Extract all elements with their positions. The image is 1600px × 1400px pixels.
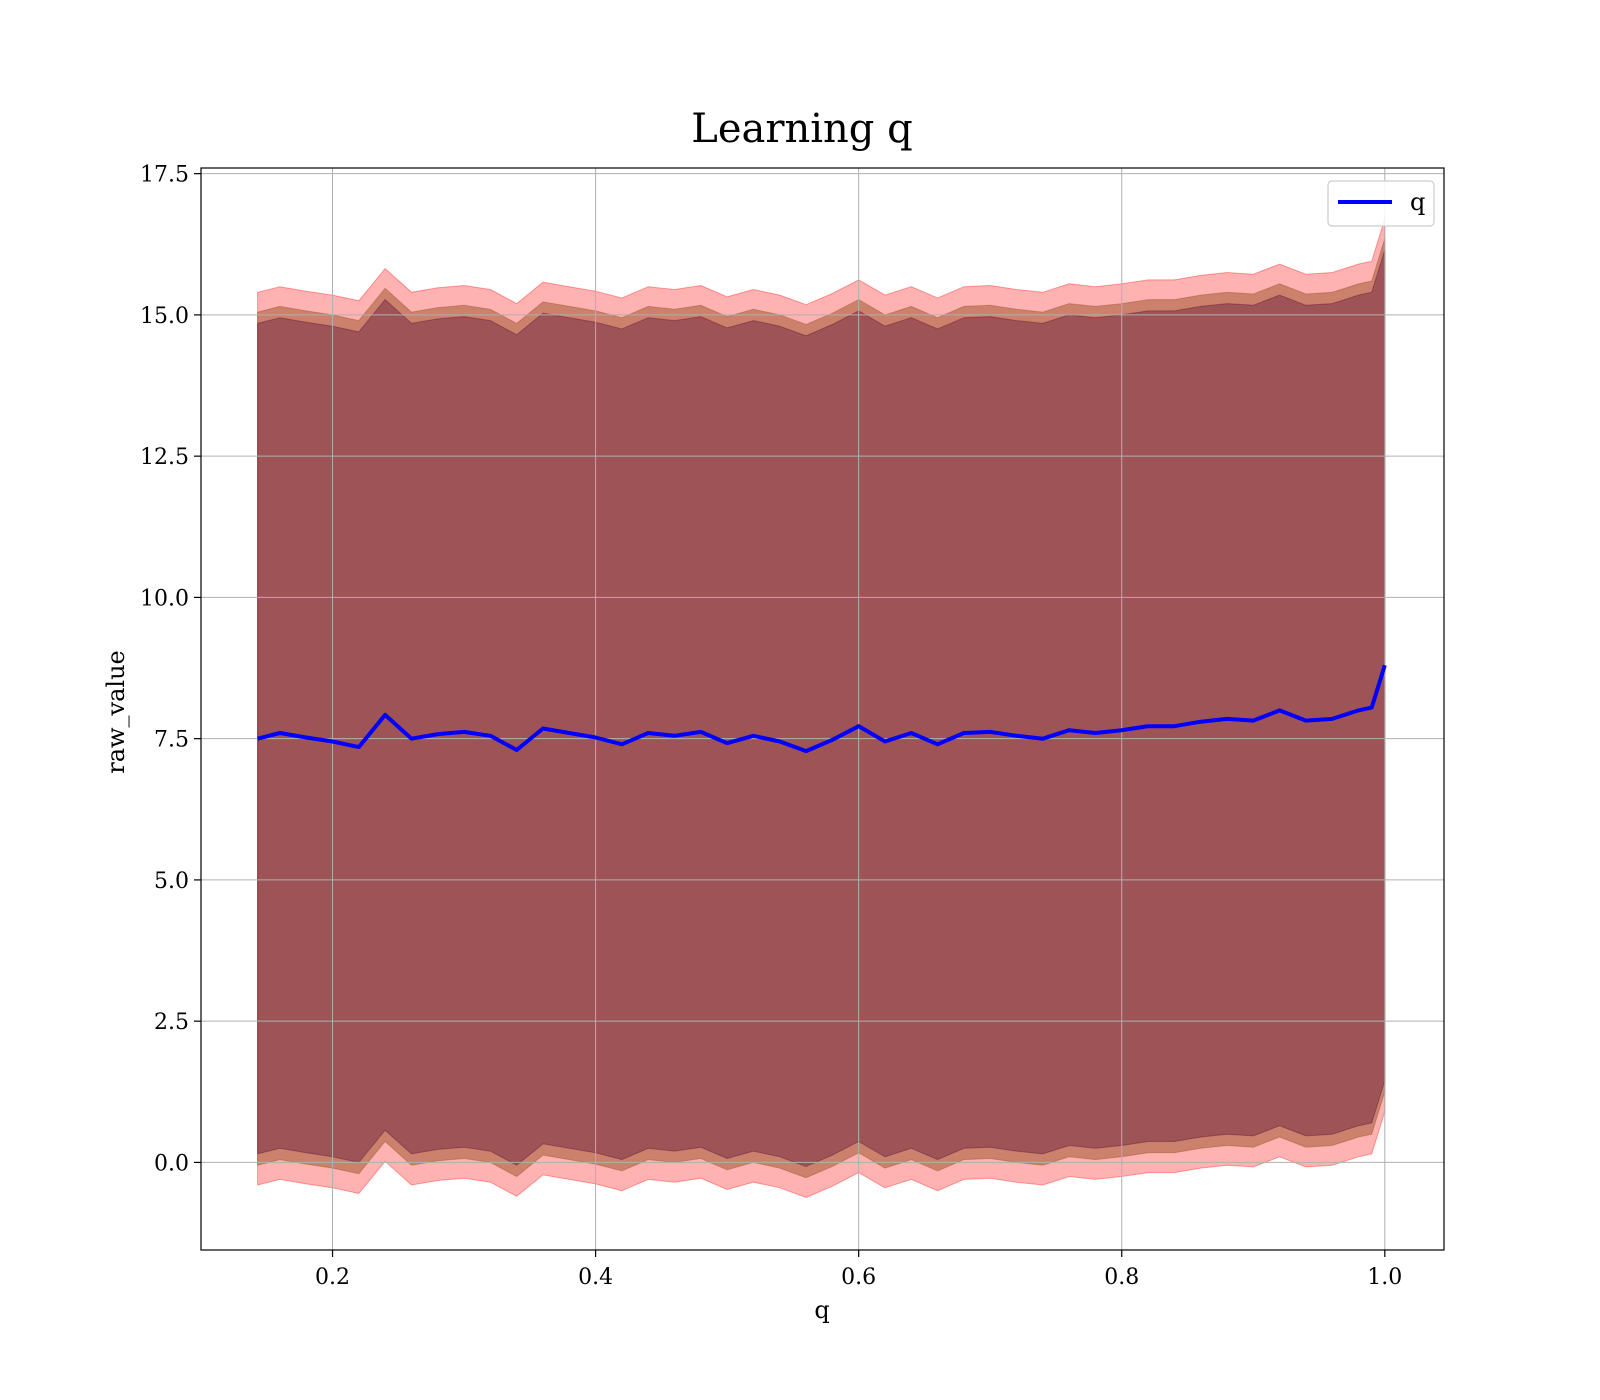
x-axis-label: q (814, 1296, 829, 1324)
y-tick-label: 12.5 (140, 445, 189, 470)
x-tick-label: 0.6 (841, 1265, 876, 1290)
y-tick-label: 10.0 (140, 586, 189, 611)
plot-area: 0.2 0.4 0.6 0.8 1.0 0.0 2.5 5.0 7.5 10.0 12.5 15.0 1… (140, 163, 1445, 1290)
x-tick-label: 0.8 (1104, 1265, 1139, 1290)
x-tick-label: 0.2 (315, 1265, 350, 1290)
plot-background (201, 168, 1444, 1250)
series-line-q (257, 664, 1387, 754)
x-tick-label: 0.4 (578, 1265, 613, 1290)
y-tick-label: 17.5 (140, 163, 189, 188)
x-tick-label: 1.0 (1367, 1265, 1402, 1290)
plot-frame (200, 167, 1445, 1251)
legend: q (1327, 180, 1435, 227)
chart-title: Learning q (691, 106, 912, 152)
legend-label-q: q (1410, 188, 1425, 216)
y-tick-label: 7.5 (154, 728, 189, 753)
y-tick-label: 5.0 (154, 869, 189, 894)
y-tick-label: 2.5 (154, 1010, 189, 1035)
confidence-band-2 (257, 249, 1386, 1167)
y-tick-label: 0.0 (154, 1151, 189, 1176)
y-axis-label: raw_value (102, 650, 130, 774)
y-tick-label: 15.0 (140, 304, 189, 329)
